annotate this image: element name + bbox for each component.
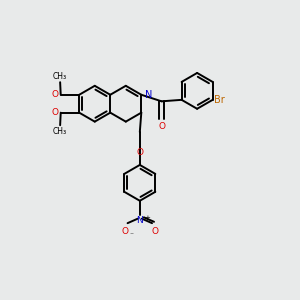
Text: O: O	[158, 122, 165, 130]
Text: O: O	[152, 227, 158, 236]
Text: Br: Br	[214, 95, 225, 105]
Text: O: O	[136, 148, 143, 157]
Text: CH₃: CH₃	[53, 72, 67, 81]
Text: ⁻: ⁻	[129, 230, 133, 239]
Text: O: O	[52, 90, 59, 99]
Text: O: O	[52, 109, 59, 118]
Text: O: O	[121, 227, 128, 236]
Text: CH₃: CH₃	[53, 127, 67, 136]
Text: +: +	[144, 215, 150, 221]
Text: N: N	[136, 216, 143, 225]
Text: N: N	[145, 90, 153, 100]
